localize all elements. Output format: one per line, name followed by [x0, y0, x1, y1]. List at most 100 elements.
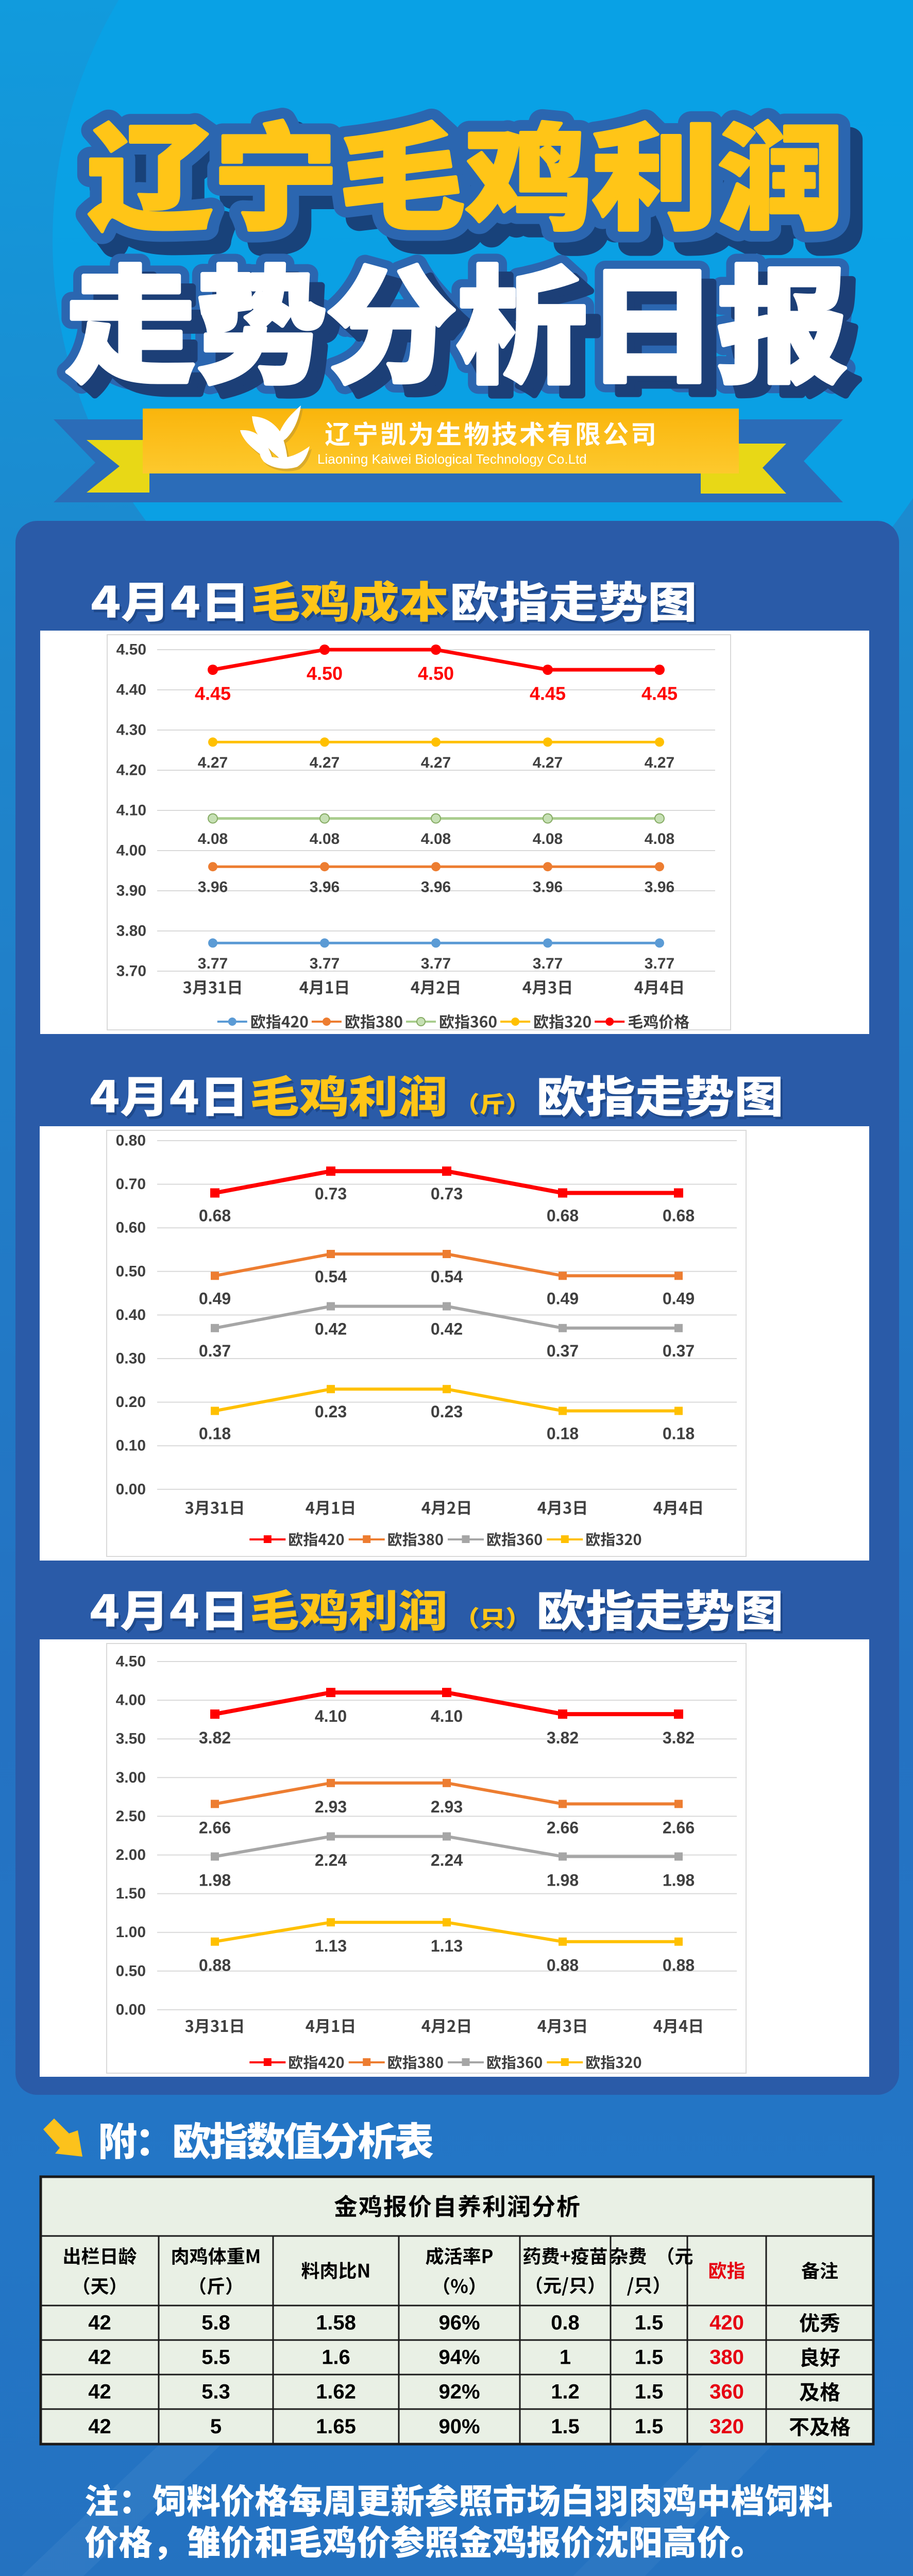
svg-text:3.70: 3.70: [116, 963, 146, 980]
svg-text:4.20: 4.20: [116, 762, 146, 779]
svg-text:4.50: 4.50: [307, 663, 343, 684]
svg-text:4.50: 4.50: [116, 1653, 146, 1670]
svg-text:0.20: 0.20: [116, 1394, 146, 1411]
svg-text:42: 42: [88, 2346, 111, 2369]
svg-text:3.77: 3.77: [645, 955, 674, 972]
svg-text:0.23: 0.23: [431, 1402, 463, 1421]
svg-text:0.18: 0.18: [547, 1425, 579, 1443]
svg-text:3.90: 3.90: [116, 883, 146, 900]
svg-text:5: 5: [210, 2415, 222, 2438]
svg-text:0.73: 0.73: [315, 1184, 347, 1203]
svg-text:420: 420: [709, 2312, 744, 2334]
svg-text:4.40: 4.40: [116, 682, 146, 699]
svg-text:Liaoning Kaiwei Biological Tec: Liaoning Kaiwei Biological Technology Co…: [317, 451, 587, 467]
svg-text:2.93: 2.93: [315, 1798, 347, 1816]
svg-text:0.10: 0.10: [116, 1437, 146, 1454]
svg-text:0.60: 0.60: [116, 1219, 146, 1236]
svg-text:3.77: 3.77: [310, 955, 340, 972]
svg-text:1.62: 1.62: [316, 2381, 356, 2403]
svg-text:4.45: 4.45: [641, 683, 678, 704]
svg-text:42: 42: [88, 2381, 111, 2403]
svg-text:1.98: 1.98: [663, 1871, 695, 1890]
svg-text:0.68: 0.68: [199, 1207, 231, 1225]
svg-text:1.5: 1.5: [551, 2415, 580, 2438]
svg-text:1.98: 1.98: [547, 1871, 579, 1890]
svg-text:4.10: 4.10: [116, 802, 146, 819]
svg-text:4.08: 4.08: [198, 831, 228, 848]
svg-text:94%: 94%: [438, 2346, 480, 2369]
svg-text:5.5: 5.5: [201, 2346, 230, 2369]
svg-text:320: 320: [709, 2415, 744, 2438]
svg-text:3.50: 3.50: [116, 1731, 146, 1748]
svg-text:5.8: 5.8: [201, 2312, 230, 2334]
svg-text:2.24: 2.24: [315, 1851, 347, 1870]
svg-text:0.88: 0.88: [547, 1956, 579, 1975]
svg-text:92%: 92%: [438, 2381, 480, 2403]
svg-text:0.88: 0.88: [663, 1956, 695, 1975]
svg-text:4.27: 4.27: [533, 754, 563, 771]
svg-text:0.73: 0.73: [431, 1184, 463, 1203]
svg-text:1.98: 1.98: [199, 1871, 231, 1890]
svg-text:1.5: 1.5: [635, 2381, 664, 2403]
svg-text:4.00: 4.00: [116, 842, 146, 859]
svg-text:380: 380: [709, 2346, 744, 2369]
svg-text:0.68: 0.68: [663, 1207, 695, 1225]
svg-text:3.77: 3.77: [533, 955, 563, 972]
svg-text:3.96: 3.96: [421, 879, 451, 896]
svg-text:360: 360: [709, 2381, 744, 2403]
svg-text:3.96: 3.96: [533, 879, 563, 896]
svg-text:2.66: 2.66: [663, 1818, 695, 1837]
svg-text:4.27: 4.27: [310, 754, 340, 771]
svg-text:0.42: 0.42: [431, 1320, 463, 1338]
svg-text:4.45: 4.45: [530, 683, 566, 704]
svg-text:0.00: 0.00: [116, 1481, 146, 1498]
svg-text:4.50: 4.50: [418, 663, 454, 684]
svg-text:5.3: 5.3: [201, 2381, 230, 2403]
svg-text:1.58: 1.58: [316, 2312, 356, 2334]
svg-text:0.50: 0.50: [116, 1263, 146, 1280]
svg-text:2.93: 2.93: [431, 1798, 463, 1816]
svg-text:4.50: 4.50: [116, 641, 146, 658]
svg-text:0.8: 0.8: [551, 2312, 580, 2334]
svg-text:0.80: 0.80: [116, 1132, 146, 1149]
svg-text:1.6: 1.6: [322, 2346, 350, 2369]
svg-text:0.54: 0.54: [315, 1267, 347, 1286]
svg-text:3.82: 3.82: [199, 1728, 231, 1747]
svg-text:0.49: 0.49: [663, 1289, 695, 1308]
svg-text:0.40: 0.40: [116, 1307, 146, 1324]
svg-text:0.70: 0.70: [116, 1176, 146, 1193]
svg-text:4.27: 4.27: [198, 754, 228, 771]
svg-text:1.5: 1.5: [635, 2346, 664, 2369]
svg-text:4.08: 4.08: [310, 831, 340, 848]
svg-text:2.00: 2.00: [116, 1846, 146, 1863]
svg-text:0.23: 0.23: [315, 1402, 347, 1421]
svg-text:1.65: 1.65: [316, 2415, 356, 2438]
svg-text:4.00: 4.00: [116, 1692, 146, 1709]
svg-text:1.2: 1.2: [551, 2381, 580, 2403]
svg-text:4.27: 4.27: [645, 754, 674, 771]
svg-text:0.42: 0.42: [315, 1320, 347, 1338]
svg-text:0.49: 0.49: [547, 1289, 579, 1308]
svg-text:0.37: 0.37: [199, 1342, 231, 1360]
svg-text:1.50: 1.50: [116, 1885, 146, 1902]
svg-text:0.18: 0.18: [199, 1425, 231, 1443]
svg-text:1.13: 1.13: [431, 1937, 463, 1955]
svg-text:3.82: 3.82: [547, 1728, 579, 1747]
svg-text:96%: 96%: [438, 2312, 480, 2334]
svg-text:4.27: 4.27: [421, 754, 451, 771]
svg-text:0.00: 0.00: [116, 2001, 146, 2018]
svg-text:4.08: 4.08: [645, 831, 674, 848]
svg-text:2.66: 2.66: [199, 1818, 231, 1837]
svg-text:1.13: 1.13: [315, 1937, 347, 1955]
svg-text:3.82: 3.82: [663, 1728, 695, 1747]
svg-text:4.08: 4.08: [533, 831, 563, 848]
svg-text:42: 42: [88, 2312, 111, 2334]
svg-text:3.96: 3.96: [310, 879, 340, 896]
svg-text:0.88: 0.88: [199, 1956, 231, 1975]
svg-text:0.68: 0.68: [547, 1207, 579, 1225]
svg-text:4.30: 4.30: [116, 722, 146, 739]
svg-text:2.24: 2.24: [431, 1851, 463, 1870]
svg-text:3.96: 3.96: [198, 879, 228, 896]
svg-text:2.50: 2.50: [116, 1808, 146, 1825]
svg-text:0.49: 0.49: [199, 1289, 231, 1308]
